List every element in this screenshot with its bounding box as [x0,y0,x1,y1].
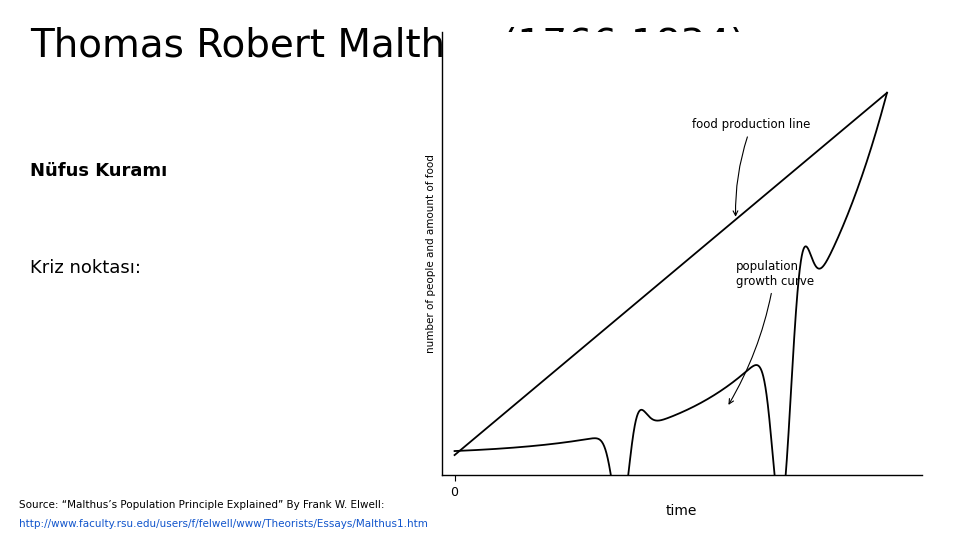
Y-axis label: number of people and amount of food: number of people and amount of food [426,154,436,353]
Text: Source: “Malthus’s Population Principle Explained” By Frank W. Elwell:: Source: “Malthus’s Population Principle … [19,500,385,510]
X-axis label: time: time [666,504,697,518]
Text: Kriz noktası:: Kriz noktası: [30,259,141,277]
Text: Thomas Robert Malthus (1766-1834): Thomas Robert Malthus (1766-1834) [30,27,745,65]
Text: http://www.faculty.rsu.edu/users/f/felwell/www/Theorists/Essays/Malthus1.htm: http://www.faculty.rsu.edu/users/f/felwe… [19,519,428,530]
Text: population
growth curve: population growth curve [729,260,814,404]
Text: food production line: food production line [692,118,811,215]
Text: Nüfus Kuramı: Nüfus Kuramı [30,162,167,180]
